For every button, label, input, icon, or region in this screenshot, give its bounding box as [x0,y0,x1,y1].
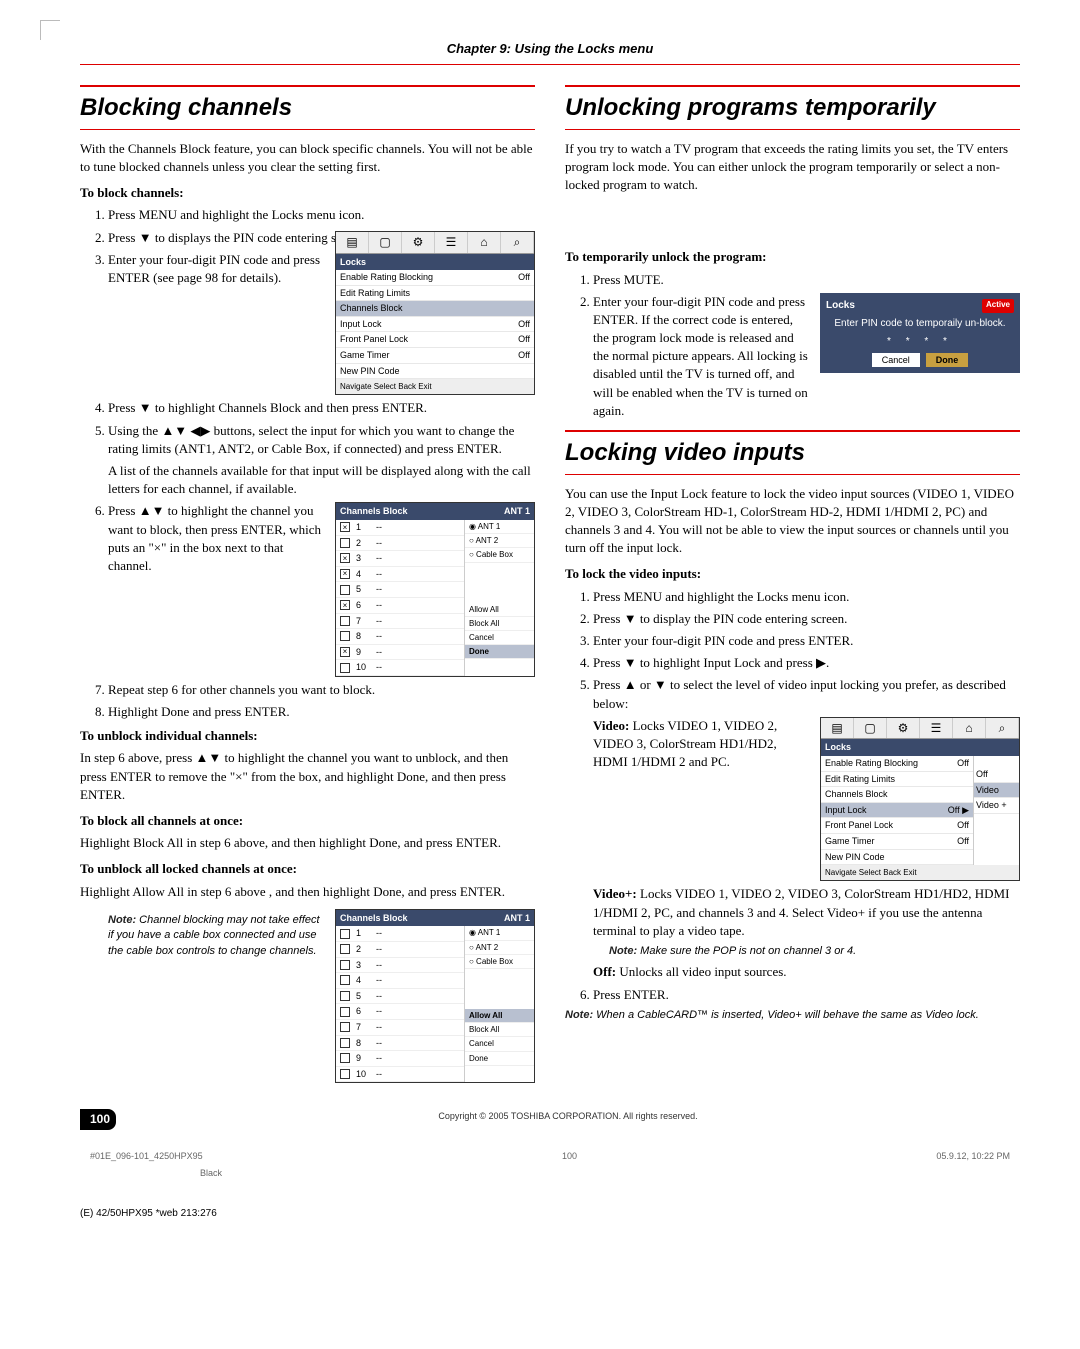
unblock-all-text: Highlight Allow All in step 6 above , an… [80,883,535,901]
locking-inputs-intro: You can use the Input Lock feature to lo… [565,485,1020,558]
block-all-subhead: To block all channels at once: [80,812,535,830]
channels-block-table-1: Channels BlockANT 1 ×1--2--×3--×4--5--×6… [335,502,535,677]
step-3: Enter your four-digit PIN code and press… [108,251,535,396]
off-option-text: Unlocks all video input sources. [616,964,786,979]
unblock-individual-text: In step 6 above, press ▲▼ to highlight t… [80,749,535,804]
unlock-step-2: Enter your four-digit PIN code and press… [593,293,1020,420]
locks-menu-screenshot: ▤▢⚙☰⌂⌕ Locks Enable Rating BlockingOff E… [335,231,535,396]
print-marks: #01E_096-101_4250HPX95 100 05.9.12, 10:2… [80,1150,1020,1163]
pin-entry-dialog: LocksActive Enter PIN code to temporaily… [820,293,1020,374]
lock-step-1: Press MENU and highlight the Locks menu … [593,588,1020,606]
lock-step-4: Press ▼ to highlight Input Lock and pres… [593,654,1020,672]
chapter-header: Chapter 9: Using the Locks menu [80,40,1020,58]
lock-step-2: Press ▼ to display the PIN code entering… [593,610,1020,628]
to-block-subhead: To block channels: [80,184,535,202]
channels-block-table-2: Channels BlockANT 1 1--2--3--4--5--6--7-… [335,909,535,1084]
step-5: Using the ▲▼ ◀▶ buttons, select the inpu… [108,422,535,499]
temp-unlock-subhead: To temporarily unlock the program: [565,248,1020,266]
videoplus-option-text: Locks VIDEO 1, VIDEO 2, VIDEO 3, ColorSt… [593,886,1009,937]
header-rule [80,64,1020,65]
unlocking-intro: If you try to watch a TV program that ex… [565,140,1020,195]
channel-blocking-note: Note: Channel blocking may not take effe… [108,913,325,959]
step-8: Highlight Done and press ENTER. [108,703,535,721]
blocking-intro: With the Channels Block feature, you can… [80,140,535,176]
video-option-label: Video: [593,718,629,733]
unlock-step-1: Press MUTE. [593,271,1020,289]
unblock-all-subhead: To unblock all locked channels at once: [80,860,535,878]
unlocking-heading: Unlocking programs temporarily [565,85,1020,130]
videoplus-option-label: Video+: [593,886,637,901]
lock-step-6: Press ENTER. [593,986,1020,1004]
off-option-label: Off: [593,964,616,979]
locking-inputs-heading: Locking video inputs [565,430,1020,475]
step-4: Press ▼ to highlight Channels Block and … [108,399,535,417]
step-1: Press MENU and highlight the Locks menu … [108,206,535,224]
left-column: Blocking channels With the Channels Bloc… [80,85,535,1083]
blocking-channels-heading: Blocking channels [80,85,535,130]
lock-inputs-subhead: To lock the video inputs: [565,565,1020,583]
lock-step-5: Press ▲ or ▼ to select the level of vide… [593,676,1020,981]
step-6: Press ▲▼ to highlight the channel you wa… [108,502,535,677]
right-column: Unlocking programs temporarily If you tr… [565,85,1020,1083]
cablecard-note: Note: When a CableCARD™ is inserted, Vid… [565,1008,1020,1023]
pop-note: Note: Make sure the POP is not on channe… [609,944,1020,959]
lock-step-3: Enter your four-digit PIN code and press… [593,632,1020,650]
copyright: Copyright © 2005 TOSHIBA CORPORATION. Al… [116,1110,1020,1123]
web-reference: (E) 42/50HPX95 *web 213:276 [80,1207,1080,1221]
page-number: 100 [80,1109,116,1130]
input-lock-menu-screenshot: ▤▢⚙☰⌂⌕ Locks Enable Rating BlockingOff E… [820,717,1020,882]
unblock-individual-subhead: To unblock individual channels: [80,727,535,745]
step-7: Repeat step 6 for other channels you wan… [108,681,535,699]
block-all-text: Highlight Block All in step 6 above, and… [80,834,535,852]
black-label: Black [200,1167,1020,1180]
